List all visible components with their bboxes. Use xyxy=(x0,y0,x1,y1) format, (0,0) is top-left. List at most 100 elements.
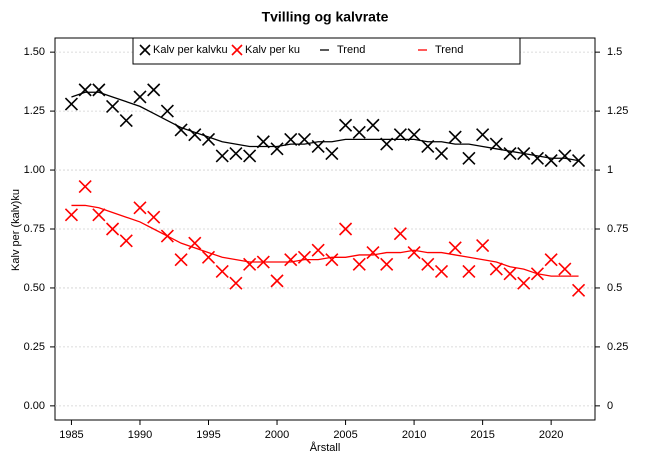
data-point xyxy=(407,128,421,142)
x-marker-stroke xyxy=(311,243,325,257)
x-marker-stroke xyxy=(407,246,421,260)
x-marker-stroke xyxy=(476,128,490,142)
x-marker-stroke xyxy=(448,130,462,144)
data-point xyxy=(544,253,558,267)
x-marker-stroke xyxy=(434,264,449,279)
x-marker-stroke xyxy=(421,257,435,271)
x-marker-stroke xyxy=(311,139,325,154)
data-point xyxy=(133,90,147,104)
x-tick-label: 2000 xyxy=(265,429,289,441)
data-point xyxy=(352,125,366,139)
x-marker-stroke xyxy=(147,210,161,224)
y-tick-label: 1.00 xyxy=(24,164,45,176)
data-point xyxy=(407,246,421,260)
data-point xyxy=(366,246,380,260)
data-point xyxy=(325,146,339,161)
data-point xyxy=(352,257,366,271)
x-marker-stroke xyxy=(434,146,449,161)
x-marker-stroke xyxy=(407,128,421,142)
legend-marker xyxy=(139,44,151,56)
y2-tick-label: 0.75 xyxy=(607,223,628,235)
data-point xyxy=(64,97,79,111)
trend-line xyxy=(71,91,579,162)
x-marker-stroke xyxy=(92,208,106,222)
data-point xyxy=(160,104,174,118)
x-marker-stroke xyxy=(530,151,545,165)
data-point xyxy=(215,264,229,279)
data-point xyxy=(284,132,298,146)
data-point xyxy=(338,222,353,236)
x-marker-stroke xyxy=(270,142,284,156)
x-marker-stroke xyxy=(231,44,243,56)
trend-line xyxy=(71,204,579,277)
x-marker-stroke xyxy=(297,132,312,146)
legend-label: Trend xyxy=(337,44,365,56)
legend-box xyxy=(132,37,521,65)
data-point xyxy=(544,154,558,168)
data-point xyxy=(119,113,133,128)
legend-marker xyxy=(231,44,243,56)
x-marker-stroke xyxy=(64,208,79,222)
x-marker-stroke xyxy=(201,132,216,146)
data-point xyxy=(92,208,106,222)
data-point xyxy=(571,283,586,297)
data-point xyxy=(462,151,476,165)
data-point xyxy=(64,208,79,222)
data-point xyxy=(489,262,503,276)
data-point xyxy=(503,146,517,161)
data-point xyxy=(270,274,284,288)
y2-tick-label: 1 xyxy=(607,164,613,176)
x-marker-stroke xyxy=(558,262,572,276)
data-point xyxy=(380,257,394,271)
data-point xyxy=(421,139,435,154)
x-marker-stroke xyxy=(133,90,147,104)
x-marker-stroke xyxy=(503,267,517,281)
legend-label: Trend xyxy=(435,44,463,56)
x-marker-stroke xyxy=(160,104,174,118)
x-marker-stroke xyxy=(352,125,366,139)
x-tick-label: 1990 xyxy=(128,429,152,441)
x-marker-stroke xyxy=(284,132,298,146)
data-point xyxy=(229,276,243,290)
y2-tick-label: 1.5 xyxy=(607,46,622,58)
x-marker-stroke xyxy=(243,149,257,163)
x-marker-stroke xyxy=(297,250,312,264)
x-marker-stroke xyxy=(270,274,284,288)
x-marker-stroke xyxy=(64,97,79,111)
data-point xyxy=(256,135,270,149)
x-marker-stroke xyxy=(489,262,503,276)
y-axis-label: Kalv per (kalv)ku xyxy=(10,189,22,271)
legend-label: Kalv per ku xyxy=(245,44,300,56)
x-axis-label: Årstall xyxy=(310,441,341,454)
data-point xyxy=(476,238,490,253)
data-point xyxy=(517,276,531,290)
data-point xyxy=(366,118,380,132)
data-point xyxy=(393,128,407,142)
x-marker-stroke xyxy=(139,44,151,56)
chart-title: Tvilling og kalvrate xyxy=(262,9,389,25)
data-point xyxy=(270,142,284,156)
y-tick-label: 1.25 xyxy=(24,105,45,117)
x-marker-stroke xyxy=(325,146,339,161)
data-point xyxy=(297,250,312,264)
x-marker-stroke xyxy=(393,227,407,241)
x-marker-stroke xyxy=(215,149,229,163)
data-point xyxy=(448,130,462,144)
legend-label: Kalv per kalvku xyxy=(153,44,228,56)
x-marker-stroke xyxy=(352,257,366,271)
data-point xyxy=(174,253,188,267)
x-marker-stroke xyxy=(119,113,133,128)
x-marker-stroke xyxy=(421,139,435,154)
data-point xyxy=(229,146,243,161)
x-marker-stroke xyxy=(256,135,270,149)
data-point xyxy=(284,253,298,267)
x-marker-stroke xyxy=(448,241,462,255)
x-marker-stroke xyxy=(229,146,243,161)
data-point xyxy=(503,267,517,281)
x-marker-stroke xyxy=(544,154,558,168)
x-marker-stroke xyxy=(558,149,572,163)
y-tick-label: 0.75 xyxy=(24,223,45,235)
data-point xyxy=(243,149,257,163)
x-tick-label: 1985 xyxy=(59,429,83,441)
data-point xyxy=(133,201,147,215)
